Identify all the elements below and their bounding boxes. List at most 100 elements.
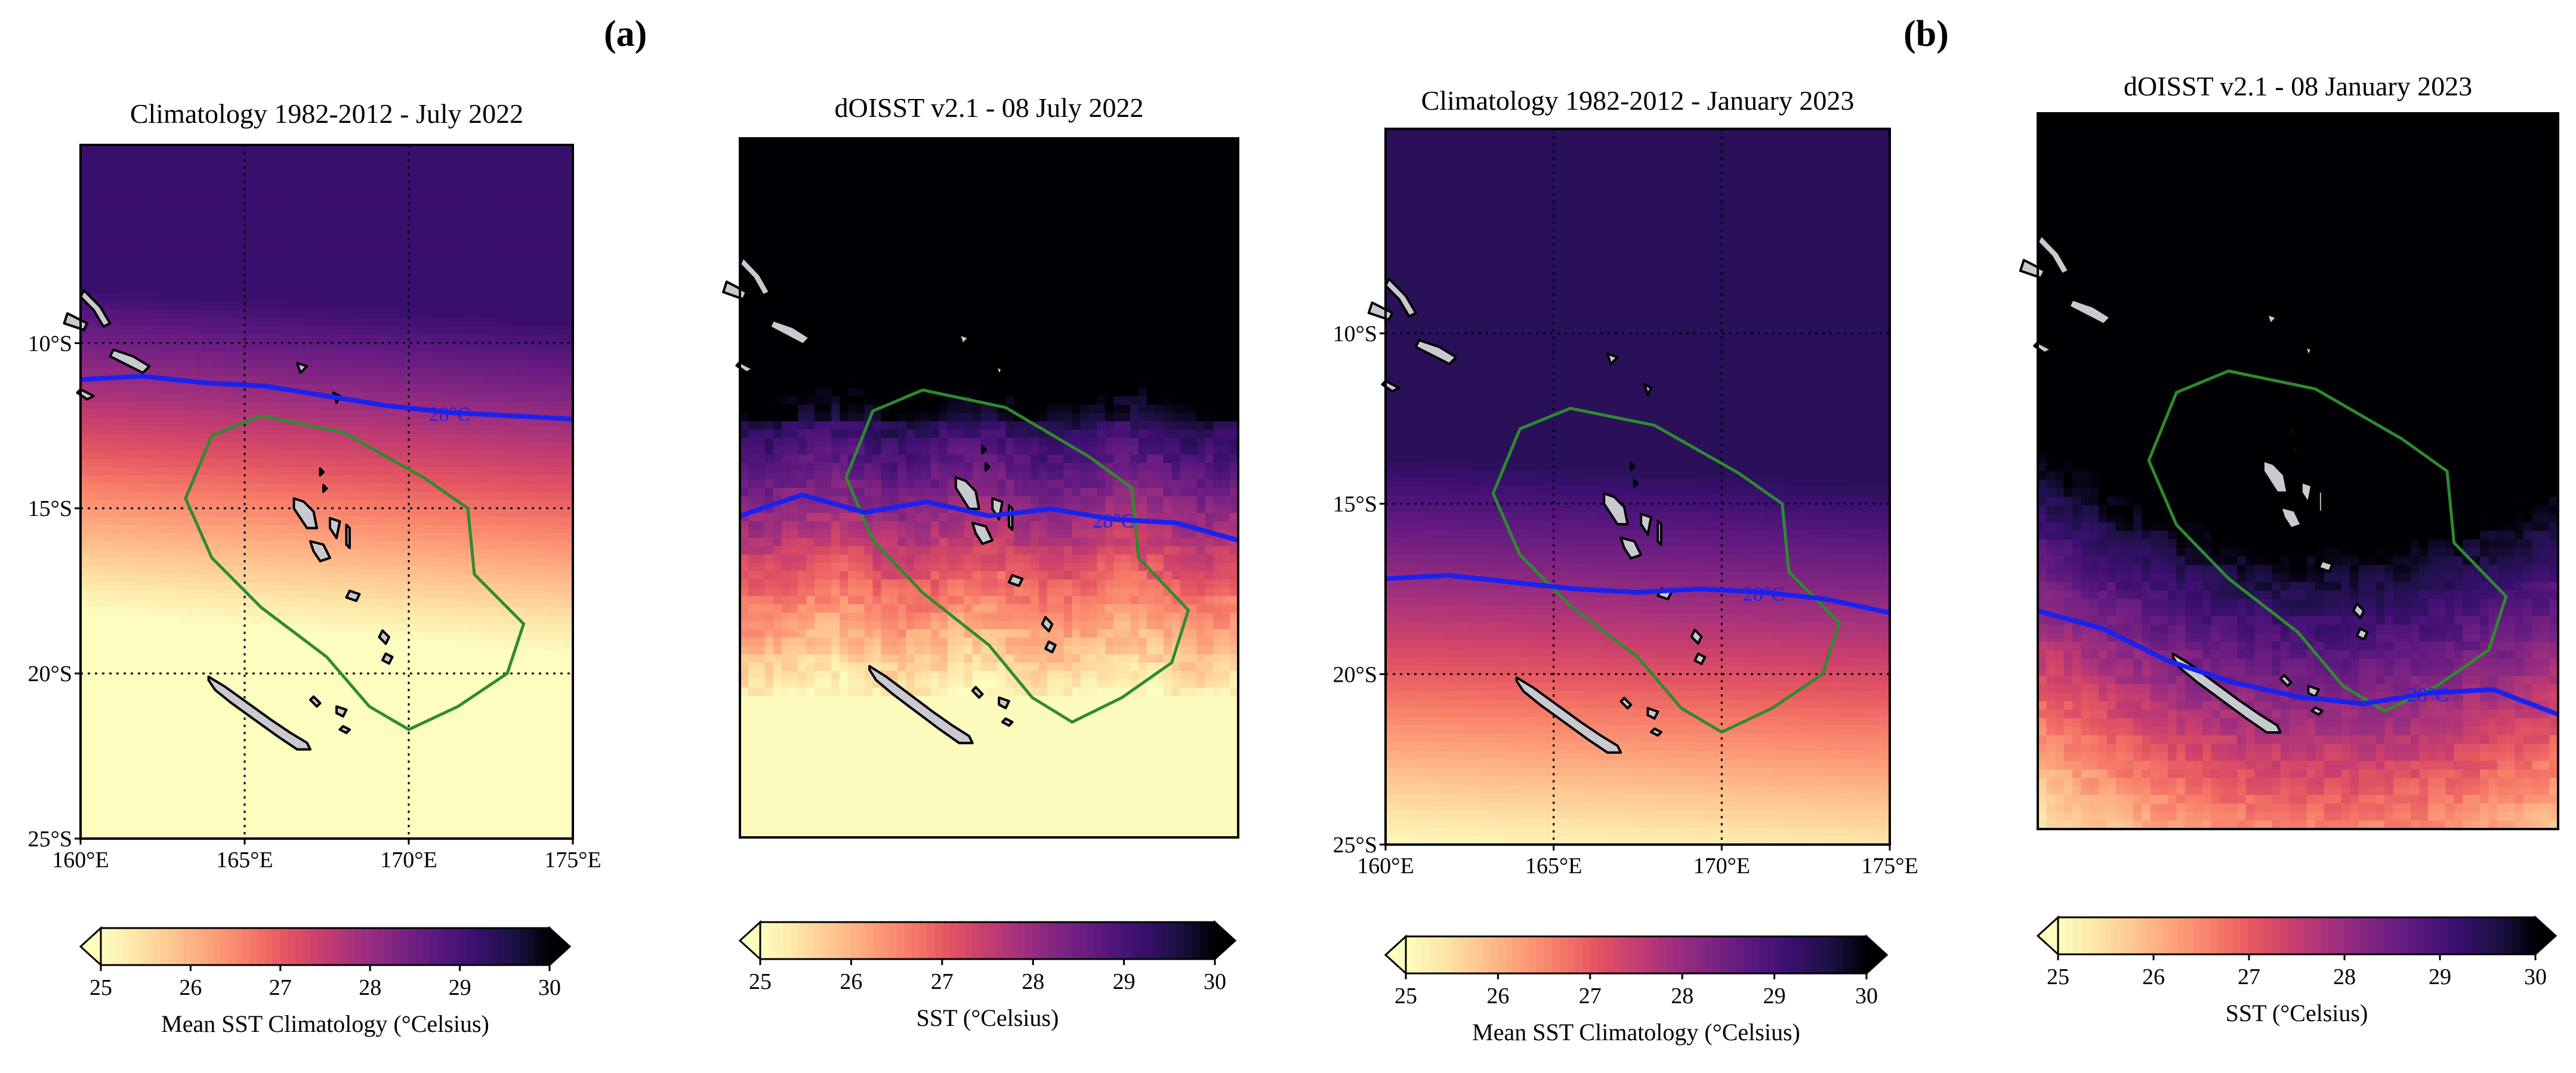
sst-cell: [81, 616, 90, 624]
sst-cell: [359, 624, 368, 633]
sst-cell: [490, 822, 499, 831]
sst-cell: [269, 541, 278, 551]
sst-cell: [302, 186, 311, 195]
sst-cell: [376, 359, 385, 369]
sst-cell: [392, 731, 401, 740]
sst-cell: [294, 409, 303, 418]
sst-cell: [285, 425, 295, 435]
sst-cell: [326, 599, 335, 608]
sst-cell: [515, 219, 525, 228]
sst-cell: [171, 574, 180, 583]
sst-cell: [564, 434, 573, 443]
sst-cell: [532, 533, 541, 542]
sst-cell: [154, 616, 163, 624]
sst-cell: [105, 764, 114, 773]
sst-cell: [129, 202, 138, 212]
sst-cell: [482, 384, 492, 394]
sst-cell: [400, 756, 409, 765]
sst-cell: [129, 599, 138, 608]
sst-cell: [515, 153, 525, 162]
sst-cell: [548, 698, 557, 707]
sst-cell: [245, 376, 254, 385]
sst-cell: [326, 632, 335, 641]
sst-cell: [409, 161, 418, 171]
sst-cell: [245, 244, 254, 253]
sst-cell: [368, 814, 377, 823]
sst-cell: [236, 442, 245, 451]
sst-cell: [269, 219, 278, 228]
sst-cell: [392, 384, 401, 394]
sst-cell: [368, 731, 377, 740]
sst-cell: [88, 491, 98, 501]
sst-cell: [252, 244, 262, 253]
sst-cell: [490, 657, 499, 666]
sst-cell: [458, 739, 467, 749]
sst-cell: [212, 343, 221, 352]
sst-cell: [532, 466, 541, 476]
sst-cell: [113, 673, 122, 682]
sst-cell: [417, 491, 426, 501]
sst-cell: [285, 219, 295, 228]
sst-cell: [146, 524, 155, 534]
sst-cell: [236, 459, 245, 468]
sst-cell: [515, 698, 525, 707]
sst-cell: [376, 219, 385, 228]
sst-cell: [540, 343, 549, 352]
sst-cell: [515, 805, 525, 815]
sst-cell: [417, 689, 426, 699]
sst-cell: [187, 549, 196, 558]
sst-cell: [490, 698, 499, 707]
sst-cell: [532, 541, 541, 551]
sst-cell: [285, 161, 295, 171]
sst-cell: [277, 318, 286, 327]
sst-cell: [548, 384, 557, 394]
sst-cell: [442, 392, 451, 401]
sst-cell: [187, 466, 196, 476]
sst-cell: [212, 541, 221, 551]
sst-cell: [425, 417, 434, 426]
sst-cell: [449, 277, 459, 286]
sst-cell: [302, 351, 311, 360]
sst-cell: [285, 772, 295, 781]
sst-cell: [540, 805, 549, 815]
sst-cell: [105, 236, 114, 245]
sst-cell: [310, 466, 319, 476]
sst-cell: [81, 459, 90, 468]
sst-cell: [392, 582, 401, 592]
sst-cell: [245, 689, 254, 699]
sst-cell: [433, 657, 442, 666]
sst-cell: [294, 434, 303, 443]
sst-cell: [97, 161, 106, 171]
sst-cell: [417, 277, 426, 286]
sst-cell: [351, 376, 360, 385]
sst-cell: [532, 640, 541, 650]
sst-cell: [310, 681, 319, 691]
sst-cell: [228, 450, 237, 459]
sst-cell: [228, 186, 237, 195]
sst-cell: [121, 508, 131, 517]
sst-cell: [318, 788, 328, 798]
sst-cell: [121, 500, 131, 509]
sst-cell: [540, 517, 549, 525]
sst-cell: [171, 161, 180, 171]
sst-cell: [179, 459, 188, 468]
sst-cell: [532, 442, 541, 451]
sst-cell: [556, 236, 565, 245]
sst-cell: [400, 326, 409, 336]
sst-cell: [81, 475, 90, 484]
sst-cell: [368, 723, 377, 732]
sst-cell: [261, 590, 270, 600]
sst-cell: [392, 640, 401, 650]
sst-cell: [400, 392, 409, 401]
sst-cell: [490, 260, 499, 270]
sst-cell: [97, 194, 106, 203]
sst-cell: [179, 657, 188, 666]
sst-cell: [162, 442, 171, 451]
sst-cell: [548, 566, 557, 575]
sst-cell: [564, 376, 573, 385]
sst-cell: [212, 442, 221, 451]
sst-cell: [105, 698, 114, 707]
sst-cell: [121, 268, 131, 278]
sst-cell: [409, 590, 418, 600]
sst-cell: [466, 384, 475, 394]
